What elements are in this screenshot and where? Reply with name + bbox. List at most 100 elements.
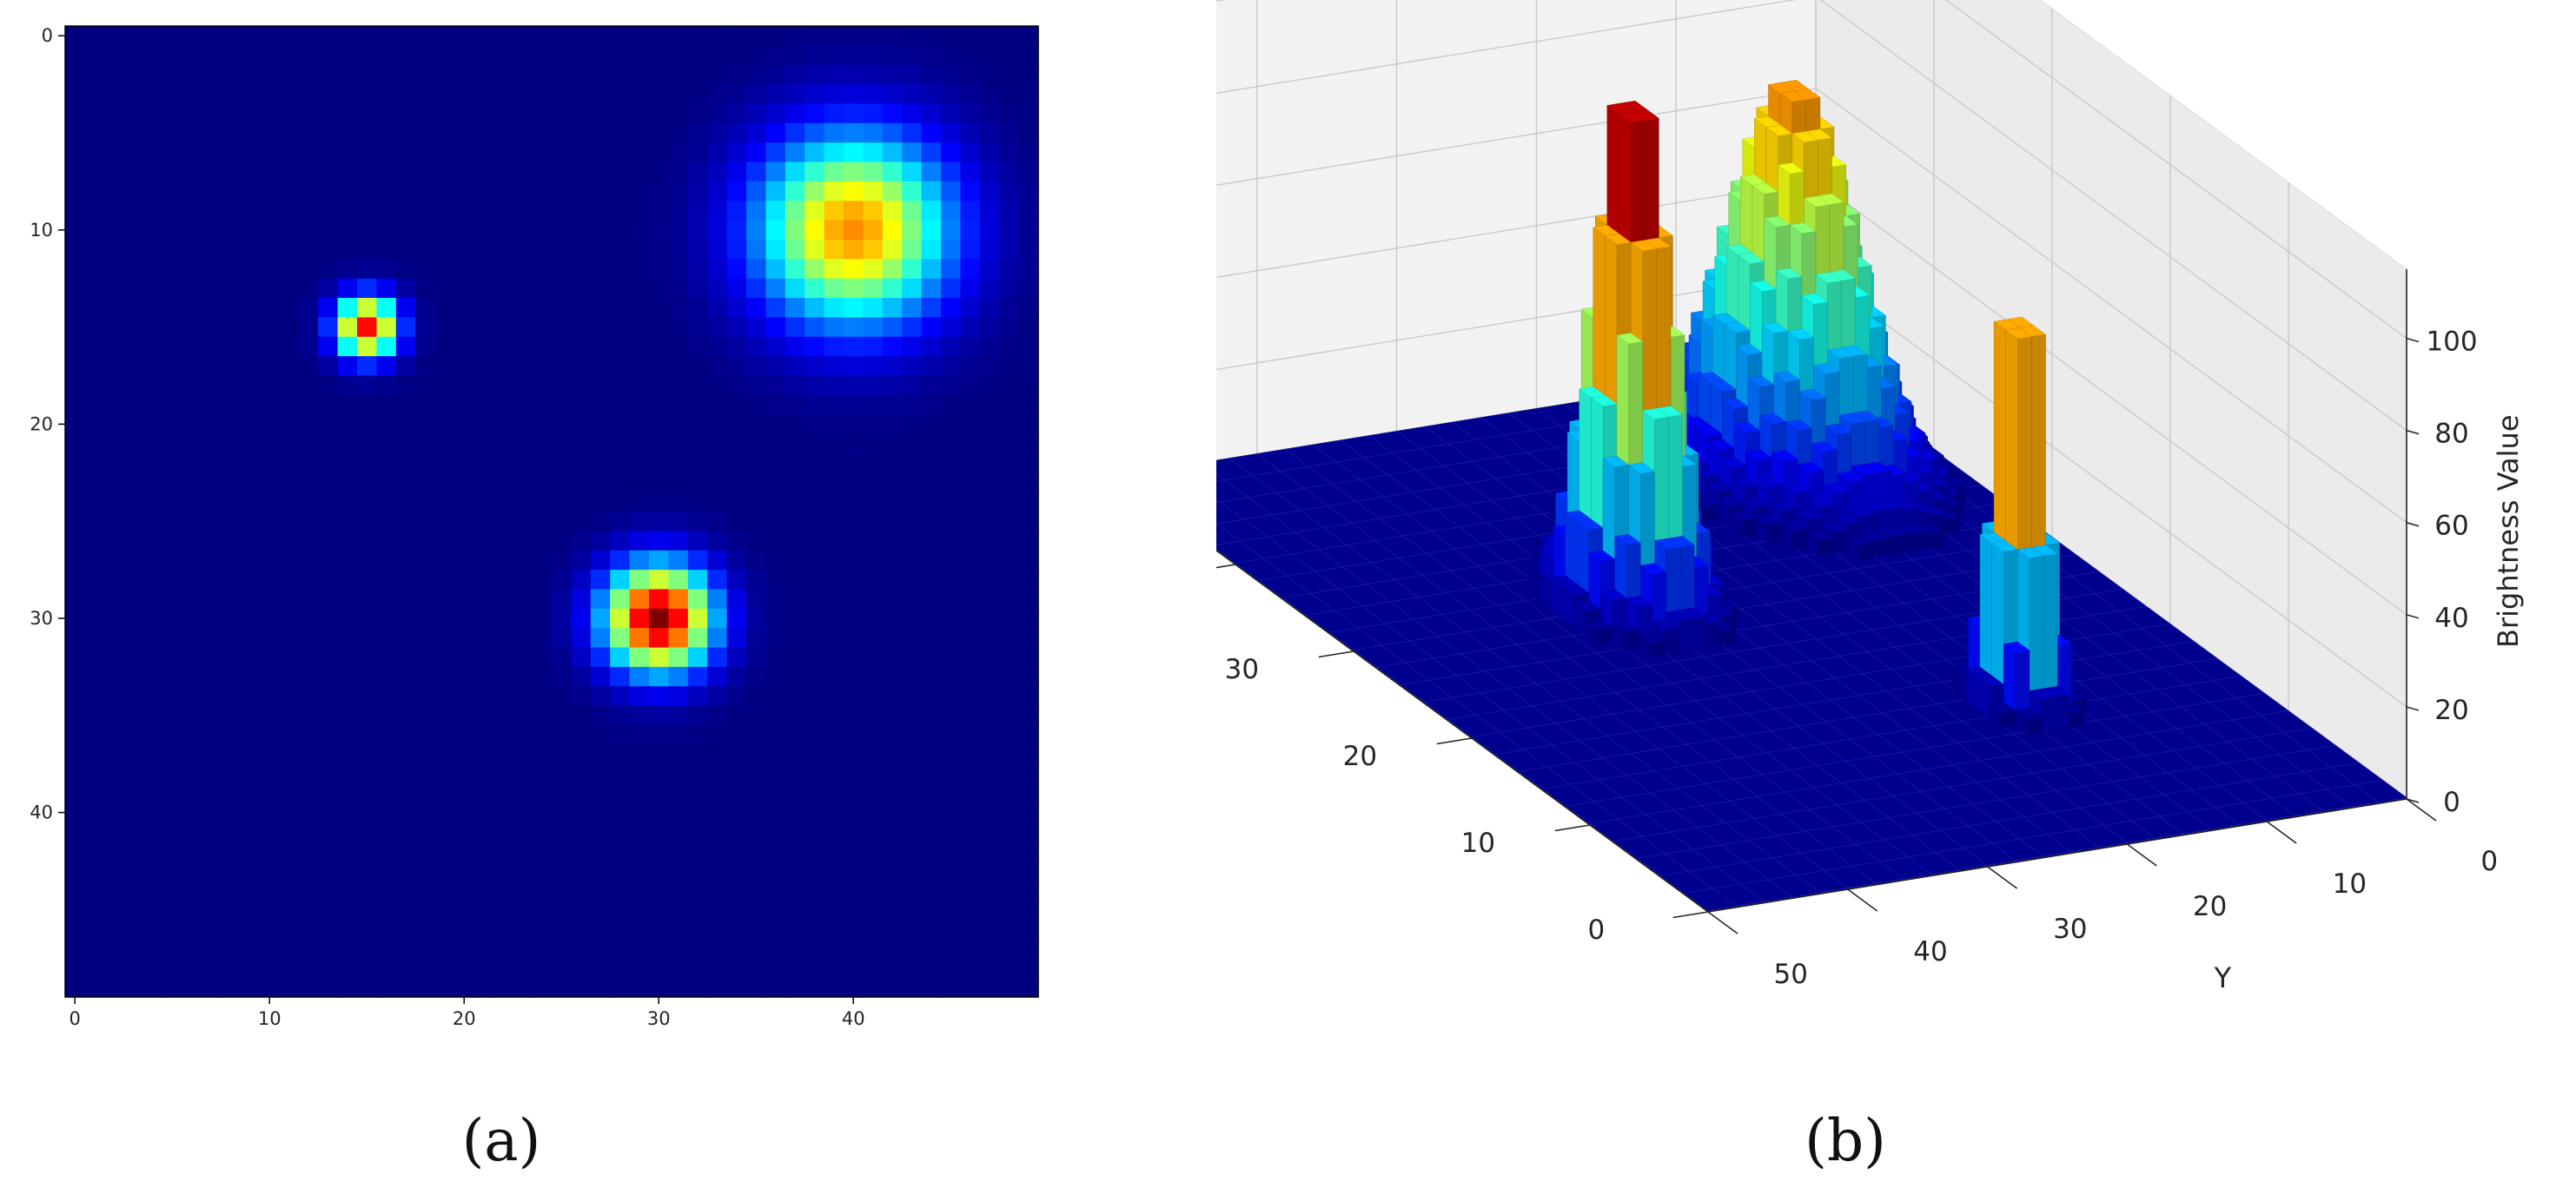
heatmap-cell bbox=[415, 686, 436, 707]
bar-top bbox=[1590, 395, 1618, 407]
heatmap-cell bbox=[103, 686, 124, 707]
heatmap-cell bbox=[318, 317, 339, 338]
heatmap-cell bbox=[162, 162, 182, 182]
heatmap-cell bbox=[201, 666, 222, 687]
heatmap-cell bbox=[571, 181, 592, 201]
heatmap-cell bbox=[123, 220, 144, 241]
heatmap-cell bbox=[726, 259, 747, 280]
heatmap-cell bbox=[785, 861, 805, 881]
heatmap-cell bbox=[824, 239, 844, 260]
heatmap-cell bbox=[513, 783, 533, 803]
heatmap-cell bbox=[415, 822, 436, 842]
heatmap-cell bbox=[668, 880, 689, 901]
heatmap-cell bbox=[902, 666, 923, 687]
heatmap-cell bbox=[629, 259, 650, 280]
heatmap-cell bbox=[552, 977, 572, 998]
heatmap-cell bbox=[65, 356, 85, 377]
heatmap-cell bbox=[844, 452, 864, 473]
floor-grid-line bbox=[1256, 453, 1849, 888]
heatmap-cell bbox=[65, 647, 85, 668]
heatmap-cell bbox=[513, 492, 533, 512]
heatmap-cell bbox=[337, 433, 358, 454]
heatmap-cell bbox=[395, 647, 416, 668]
heatmap-cell bbox=[513, 822, 533, 842]
floor-grid-line bbox=[1684, 780, 2383, 894]
heatmap-cell bbox=[746, 589, 766, 610]
heatmap-cell bbox=[357, 512, 377, 531]
heatmap-cell bbox=[785, 783, 805, 803]
heatmap-cell bbox=[240, 84, 261, 105]
heatmap-cell bbox=[454, 201, 474, 221]
heatmap-cell bbox=[493, 433, 513, 454]
floor-grid-line bbox=[1566, 693, 2265, 807]
heatmap-cell bbox=[805, 686, 825, 707]
heatmap-cell bbox=[221, 744, 242, 765]
heatmap-cell bbox=[687, 512, 708, 531]
heatmap-cell bbox=[921, 977, 942, 998]
heatmap-cell bbox=[84, 783, 105, 803]
heatmap-cell bbox=[260, 278, 280, 299]
x-tick-mark bbox=[1200, 564, 1236, 571]
heatmap-cell bbox=[513, 802, 533, 823]
heatmap-cell bbox=[649, 686, 669, 707]
heatmap-cell bbox=[201, 278, 222, 299]
heatmap-cell bbox=[513, 842, 533, 862]
heatmap-cell bbox=[1018, 977, 1039, 998]
heatmap-cell bbox=[999, 239, 1020, 260]
heatmap-cell bbox=[65, 259, 85, 280]
heatmap-cell bbox=[221, 666, 242, 687]
heatmap-cell bbox=[921, 122, 942, 143]
heatmap-cell bbox=[805, 783, 825, 803]
heatmap-cell bbox=[785, 298, 805, 318]
heatmap-cell bbox=[260, 298, 280, 318]
heatmap-cell bbox=[415, 900, 436, 921]
heatmap-cell bbox=[240, 181, 261, 201]
heatmap-cell bbox=[279, 26, 300, 46]
heatmap-cell bbox=[765, 570, 786, 591]
heatmap-cell bbox=[357, 744, 377, 765]
heatmap-cell bbox=[434, 433, 455, 454]
heatmap-cell bbox=[824, 64, 844, 85]
heatmap-cell bbox=[201, 298, 222, 318]
heatmap-cell bbox=[298, 977, 319, 998]
heatmap-cell bbox=[726, 26, 747, 46]
heatmap-cell bbox=[357, 472, 377, 493]
heatmap-cell bbox=[532, 142, 553, 163]
heatmap-cell bbox=[941, 822, 961, 842]
heatmap-cell bbox=[590, 336, 611, 357]
bar-top bbox=[1710, 380, 1738, 393]
heatmap-cell bbox=[707, 201, 728, 221]
heatmap-cell bbox=[765, 628, 786, 649]
heatmap-cell bbox=[376, 686, 397, 707]
heatmap-cell bbox=[746, 259, 766, 280]
heatmap-cell bbox=[532, 122, 553, 143]
heatmap-cell bbox=[882, 570, 903, 591]
heatmap-cell bbox=[532, 531, 553, 551]
heatmap-cell bbox=[240, 608, 261, 629]
heatmap-cell bbox=[513, 919, 533, 940]
heatmap-cell bbox=[182, 64, 202, 85]
heatmap-cell bbox=[824, 84, 844, 105]
heatmap-cell bbox=[746, 647, 766, 668]
heatmap-cell bbox=[844, 861, 864, 881]
heatmap-cell bbox=[162, 239, 182, 260]
heatmap-cell bbox=[590, 589, 611, 610]
heatmap-cell bbox=[726, 375, 747, 396]
heatmap-cell bbox=[765, 220, 786, 241]
heatmap-cell bbox=[123, 45, 144, 66]
heatmap-cell bbox=[357, 589, 377, 610]
heatmap-cell bbox=[805, 531, 825, 551]
heatmap-cell bbox=[921, 64, 942, 85]
heatmap-cell bbox=[454, 802, 474, 823]
heatmap-cell bbox=[863, 122, 884, 143]
heatmap-cell bbox=[395, 977, 416, 998]
heatmap-cell bbox=[532, 317, 553, 338]
heatmap-cell bbox=[240, 452, 261, 473]
heatmap-cell bbox=[629, 84, 650, 105]
heatmap-cell bbox=[882, 64, 903, 85]
bar-top bbox=[1695, 425, 1723, 437]
y-tick-label: 50 bbox=[1773, 959, 1807, 990]
heatmap-cell bbox=[805, 162, 825, 182]
heatmap-cell bbox=[395, 763, 416, 784]
heatmap-cell bbox=[376, 220, 397, 241]
